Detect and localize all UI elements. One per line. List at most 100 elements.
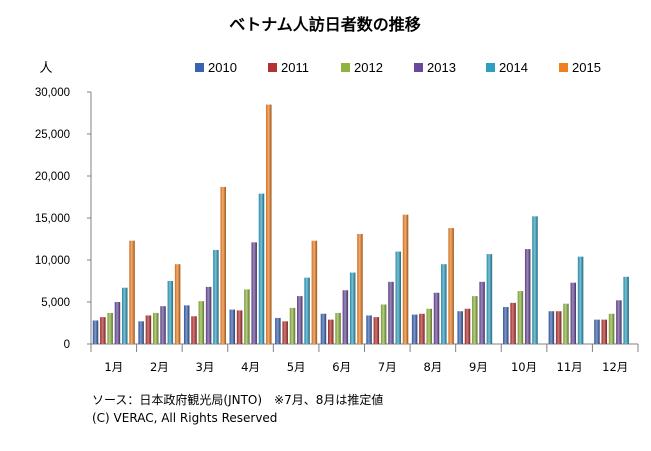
- legend-swatch-2013: [414, 63, 423, 72]
- bar-2012-11月: [563, 303, 569, 344]
- y-tick-label: 0: [64, 339, 70, 351]
- y-tick-label: 10,000: [35, 255, 70, 267]
- x-tick-label: 4月: [241, 360, 260, 374]
- bar-2011-6月: [328, 319, 334, 344]
- bar-2010-3月: [183, 305, 190, 344]
- bar-2010-7月: [366, 315, 372, 344]
- x-tick-label: 3月: [196, 360, 215, 374]
- bar-2015-3月: [220, 186, 226, 344]
- y-tick-label: 30,000: [35, 87, 70, 99]
- legend-label-2011: 2011: [281, 60, 309, 75]
- bar-2011-9月: [464, 308, 471, 344]
- source-note: ソース：日本政府観光局(JNTO) ※7月、8月は推定値: [92, 393, 384, 407]
- bar-2013-12月: [616, 300, 622, 344]
- bar-2010-8月: [411, 314, 418, 344]
- x-tick-label: 12月: [602, 360, 628, 374]
- legend-label-2013: 2013: [427, 60, 456, 75]
- bar-2015-5月: [311, 240, 318, 344]
- bar-2012-5月: [289, 307, 296, 344]
- x-tick-label: 9月: [469, 360, 488, 374]
- legend-swatch-2010: [195, 63, 204, 72]
- bar-2014-11月: [577, 256, 584, 344]
- bar-2015-4月: [266, 104, 272, 344]
- bar-2010-5月: [275, 317, 281, 344]
- x-tick-label: 7月: [378, 360, 397, 374]
- bar-2015-8月: [448, 228, 454, 344]
- bar-2010-9月: [457, 311, 463, 344]
- bar-2010-10月: [503, 307, 509, 344]
- bar-2012-3月: [198, 301, 205, 344]
- legend-label-2015: 2015: [572, 60, 601, 75]
- bar-2010-12月: [594, 319, 600, 344]
- bar-2011-3月: [191, 316, 197, 344]
- y-tick-label: 25,000: [35, 129, 70, 141]
- legend-swatch-2014: [486, 63, 495, 72]
- bar-2014-4月: [258, 193, 265, 344]
- bar-2015-7月: [402, 214, 409, 344]
- bar-2011-2月: [145, 315, 152, 344]
- x-tick-label: 6月: [332, 360, 351, 374]
- bar-2011-1月: [100, 317, 106, 344]
- bar-2011-11月: [555, 311, 562, 344]
- bar-2014-9月: [486, 254, 493, 344]
- legend-swatch-2015: [559, 63, 568, 72]
- bar-2014-1月: [121, 287, 128, 344]
- bar-2014-6月: [349, 272, 356, 344]
- x-tick-label: 10月: [511, 360, 537, 374]
- bar-2013-1月: [114, 302, 121, 344]
- plot-area: 0 5,000 10,000 15,000 20,000 25,000 30,000 1月 2月…: [35, 87, 639, 374]
- bar-2011-8月: [419, 313, 425, 344]
- bar-2014-12月: [623, 276, 629, 344]
- legend-swatch-2012: [341, 63, 350, 72]
- x-tick-label: 2月: [150, 360, 169, 374]
- bar-2012-12月: [608, 313, 615, 344]
- bar-2014-8月: [441, 264, 447, 344]
- y-tick-label: 20,000: [35, 171, 70, 183]
- x-tick-label: 8月: [423, 360, 442, 374]
- bar-2013-6月: [342, 290, 349, 344]
- bar-2013-8月: [433, 292, 440, 344]
- bar-2011-12月: [601, 319, 608, 344]
- bar-2014-7月: [395, 251, 401, 344]
- bar-2010-1月: [92, 320, 99, 344]
- legend-label-2014: 2014: [499, 60, 528, 75]
- bar-2012-4月: [244, 289, 250, 344]
- bar-2012-2月: [152, 312, 159, 344]
- bar-2012-9月: [472, 296, 478, 344]
- bar-2013-9月: [479, 281, 485, 344]
- bar-2013-2月: [160, 306, 166, 344]
- legend: 2010 2011 2012 2013 2014 2015: [195, 60, 601, 75]
- bar-2011-10月: [510, 302, 516, 344]
- bar-2015-2月: [174, 264, 181, 344]
- y-tick-label: 5,000: [41, 297, 70, 309]
- bar-2015-6月: [357, 233, 363, 344]
- bar-2013-10月: [524, 249, 531, 344]
- bar-2013-11月: [570, 282, 577, 344]
- legend-label-2012: 2012: [354, 60, 383, 75]
- bar-2013-4月: [251, 242, 257, 344]
- x-tick-label: 11月: [557, 360, 583, 374]
- copyright-note: (C) VERAC, All Rights Reserved: [92, 411, 278, 425]
- bar-2010-2月: [138, 321, 144, 344]
- bar-2013-7月: [388, 281, 394, 344]
- bar-2012-8月: [426, 308, 432, 344]
- bar-2010-11月: [548, 311, 555, 344]
- bar-2011-5月: [282, 321, 288, 344]
- bar-2015-1月: [129, 240, 135, 344]
- bar-2010-4月: [229, 309, 236, 344]
- bar-2014-3月: [213, 249, 219, 344]
- bar-2012-6月: [335, 312, 341, 344]
- bar-2014-2月: [167, 281, 174, 344]
- y-tick-label: 15,000: [35, 213, 70, 225]
- x-tick-label: 5月: [287, 360, 306, 374]
- legend-label-2010: 2010: [208, 60, 237, 75]
- bar-2012-7月: [380, 304, 387, 344]
- bar-2013-5月: [297, 296, 303, 344]
- bar-2012-1月: [107, 312, 113, 344]
- y-axis-unit-label: 人: [39, 61, 52, 76]
- legend-swatch-2011: [268, 63, 277, 72]
- bar-2014-10月: [532, 216, 538, 344]
- bar-2012-10月: [517, 291, 524, 344]
- bar-2011-7月: [373, 317, 380, 344]
